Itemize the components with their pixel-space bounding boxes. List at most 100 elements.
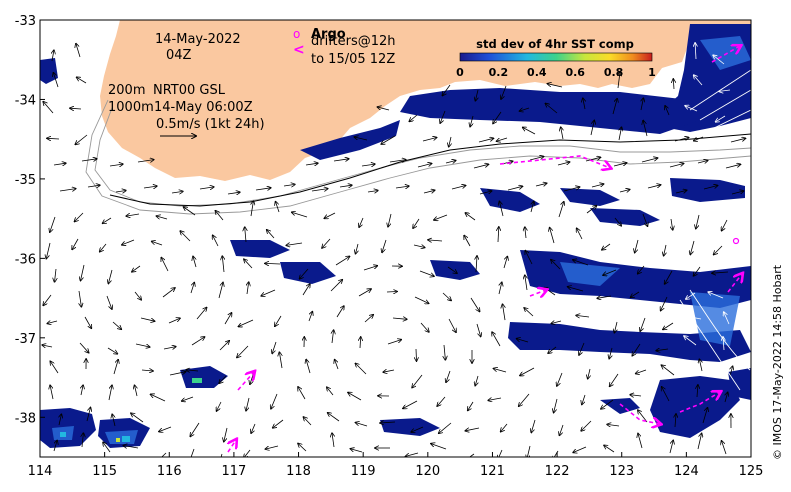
y-tick-label: -35 bbox=[15, 173, 36, 188]
current-arrow bbox=[614, 217, 621, 226]
current-arrow bbox=[332, 433, 334, 448]
current-arrow bbox=[135, 385, 138, 397]
current-arrow bbox=[382, 239, 387, 252]
current-arrow bbox=[451, 186, 466, 190]
current-arrow bbox=[143, 186, 157, 188]
colorbar-ticks: 0 0.2 0.4 0.6 0.8 1 bbox=[456, 66, 656, 79]
current-arrow bbox=[503, 304, 506, 321]
current-arrow bbox=[395, 186, 409, 188]
drifter-legend-label-2: to 15/05 12Z bbox=[311, 52, 395, 67]
current-arrow bbox=[640, 317, 646, 331]
current-arrow bbox=[220, 453, 223, 457]
x-tick-label: 118 bbox=[286, 464, 311, 479]
current-arrow bbox=[501, 85, 507, 99]
current-arrow bbox=[333, 159, 349, 161]
current-arrow bbox=[585, 157, 601, 162]
current-arrow bbox=[322, 238, 331, 248]
current-arrow bbox=[358, 289, 371, 297]
current-arrow bbox=[59, 414, 61, 426]
current-arrow bbox=[180, 231, 191, 242]
current-arrow bbox=[79, 290, 81, 307]
current-arrow bbox=[380, 422, 396, 423]
current-arrow bbox=[420, 322, 429, 332]
current-arrow bbox=[635, 239, 639, 253]
current-arrow bbox=[619, 190, 630, 193]
current-arrow bbox=[132, 265, 141, 272]
current-arrow bbox=[545, 104, 558, 114]
current-arrow bbox=[550, 228, 555, 244]
current-arrow bbox=[361, 164, 375, 166]
drifter-legend-icon: < bbox=[293, 42, 305, 58]
current-arrow bbox=[335, 360, 339, 370]
current-arrow bbox=[184, 207, 196, 216]
current-arrow bbox=[675, 190, 687, 193]
current-arrow bbox=[224, 427, 228, 442]
current-arrow bbox=[108, 269, 113, 284]
current-arrow bbox=[107, 347, 117, 354]
current-arrow bbox=[638, 434, 643, 449]
current-arrow bbox=[135, 343, 150, 347]
current-arrow bbox=[561, 127, 563, 140]
current-arrow bbox=[222, 256, 224, 273]
current-arrow bbox=[279, 352, 282, 369]
current-arrow bbox=[470, 115, 473, 127]
current-arrow bbox=[386, 292, 397, 293]
current-arrow bbox=[582, 394, 586, 405]
current-arrow bbox=[708, 292, 724, 299]
y-tick-label: -36 bbox=[15, 252, 36, 267]
current-arrow bbox=[81, 159, 97, 161]
current-arrow bbox=[686, 292, 696, 299]
current-arrow bbox=[244, 259, 253, 269]
current-arrow bbox=[75, 134, 88, 144]
current-arrows bbox=[42, 43, 745, 457]
current-arrow bbox=[413, 218, 420, 228]
current-arrow bbox=[610, 373, 619, 386]
current-arrow bbox=[219, 375, 227, 383]
current-arrow bbox=[106, 295, 112, 309]
current-arrow bbox=[84, 316, 91, 328]
current-arrow bbox=[115, 191, 126, 193]
current-arrow bbox=[719, 90, 731, 91]
x-tick-label: 117 bbox=[221, 464, 246, 479]
current-arrow bbox=[558, 202, 564, 218]
current-arrow bbox=[473, 164, 489, 169]
current-arrow bbox=[499, 282, 502, 295]
current-arrow bbox=[685, 106, 698, 112]
current-arrow bbox=[406, 452, 419, 456]
current-arrow bbox=[665, 270, 673, 284]
current-arrow bbox=[669, 164, 684, 168]
current-arrow bbox=[686, 316, 702, 320]
current-arrow bbox=[632, 343, 641, 356]
current-arrow bbox=[613, 163, 627, 167]
current-arrow bbox=[151, 394, 166, 402]
current-arrow bbox=[59, 189, 76, 191]
current-arrow bbox=[72, 238, 79, 249]
current-arrow bbox=[303, 417, 312, 426]
x-tick-label: 121 bbox=[480, 464, 505, 479]
current-arrow bbox=[271, 393, 278, 409]
current-arrow bbox=[381, 135, 396, 144]
current-arrow bbox=[161, 452, 167, 457]
current-arrow bbox=[602, 243, 611, 250]
current-arrow bbox=[675, 414, 676, 428]
y-tick-label: -33 bbox=[15, 14, 36, 29]
x-axis: 114 115 116 117 118 119 120 121 122 123 124 125 bbox=[28, 452, 763, 479]
current-arrow bbox=[519, 393, 530, 406]
current-arrow bbox=[591, 184, 604, 188]
current-arrow bbox=[501, 423, 508, 432]
current-arrow bbox=[354, 137, 368, 141]
current-arrow bbox=[612, 99, 617, 115]
current-arrow bbox=[52, 50, 54, 62]
current-arrow bbox=[327, 387, 334, 396]
current-arrow bbox=[674, 138, 689, 142]
current-arrow bbox=[251, 423, 256, 433]
current-arrow bbox=[444, 344, 445, 360]
current-arrow bbox=[714, 245, 723, 255]
argo-legend-icon: o bbox=[293, 27, 300, 41]
current-arrow bbox=[577, 228, 583, 240]
y-axis: -33 -34 -35 -36 -37 -38 bbox=[15, 14, 45, 426]
current-arrow bbox=[647, 185, 661, 189]
current-arrow bbox=[103, 217, 112, 223]
current-arrow bbox=[703, 186, 718, 190]
